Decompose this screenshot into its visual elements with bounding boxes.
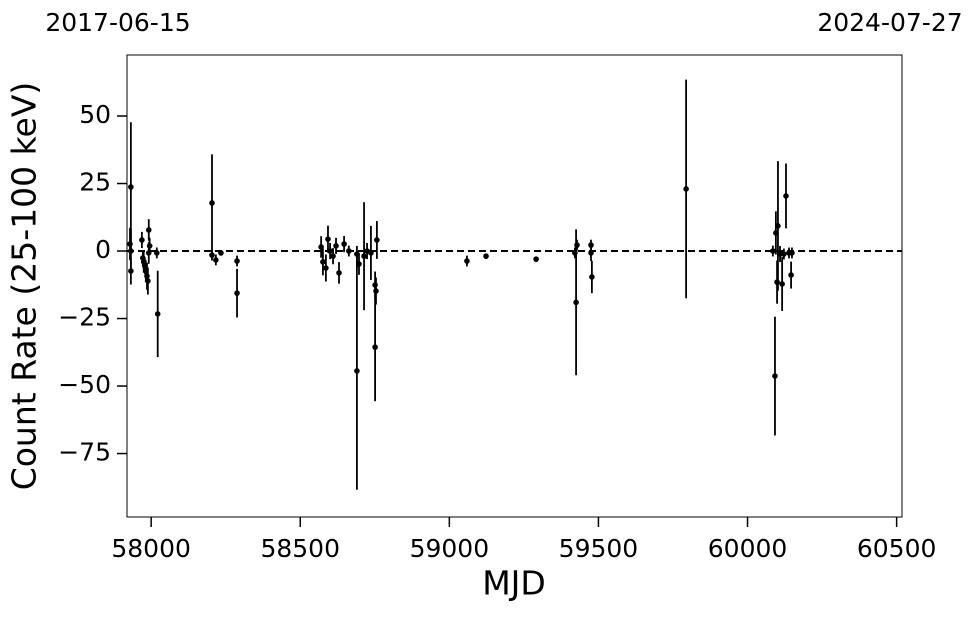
data-point — [139, 237, 145, 243]
data-point — [234, 258, 240, 264]
data-point — [361, 253, 367, 259]
data-point — [341, 241, 347, 247]
y-tick-label: 50 — [79, 100, 111, 129]
data-point — [154, 311, 161, 317]
plot-frame — [126, 54, 903, 518]
data-point — [770, 248, 776, 254]
data-point — [779, 281, 785, 287]
data-point — [574, 242, 580, 248]
data-point — [533, 256, 539, 262]
x-axis-label: MJD — [482, 564, 546, 603]
data-point — [372, 344, 378, 350]
data-point — [368, 250, 374, 256]
data-point — [781, 251, 787, 257]
data-point — [145, 278, 151, 284]
x-tick-label: 59000 — [410, 534, 490, 563]
data-point — [789, 250, 795, 256]
y-axis-label: Count Rate (25-100 keV) — [5, 82, 44, 491]
data-point — [354, 368, 360, 374]
x-tick-label: 58000 — [111, 534, 191, 563]
data-point — [464, 258, 470, 264]
data-point — [589, 274, 595, 280]
data-point — [325, 236, 331, 242]
data-point — [128, 268, 134, 274]
data-point — [788, 272, 794, 278]
data-point — [783, 193, 789, 199]
y-tick-label: −50 — [58, 370, 111, 399]
y-tick-label: 0 — [95, 235, 111, 264]
data-point — [145, 227, 152, 233]
data-point — [346, 248, 352, 254]
data-point — [356, 261, 362, 267]
x-tick-label: 60500 — [857, 534, 937, 563]
data-point — [683, 186, 689, 192]
data-point — [209, 252, 215, 258]
data-point — [234, 290, 240, 296]
data-point — [573, 299, 579, 306]
data-point — [775, 223, 781, 229]
data-point — [213, 257, 219, 263]
data-point — [128, 184, 134, 190]
data-point — [333, 243, 339, 249]
data-point — [327, 248, 333, 254]
data-point — [218, 250, 224, 256]
data-point — [336, 270, 342, 276]
data-point — [330, 253, 336, 259]
data-point — [209, 200, 215, 206]
y-tick-label: −25 — [58, 303, 111, 332]
data-point — [772, 373, 778, 379]
top-label: 2024-07-27 — [817, 8, 962, 37]
data-point — [323, 265, 329, 271]
data-point — [154, 250, 160, 256]
data-point — [483, 253, 489, 259]
y-tick-label: 25 — [79, 168, 111, 197]
data-point — [588, 250, 594, 256]
top-label: 2017-06-15 — [45, 8, 190, 37]
data-point — [373, 288, 379, 294]
data-point — [128, 248, 134, 254]
y-tick-label: −75 — [58, 438, 111, 467]
x-tick-label: 58500 — [260, 534, 340, 563]
x-tick-label: 59500 — [559, 534, 639, 563]
x-tick-label: 60000 — [708, 534, 788, 563]
data-point — [146, 243, 153, 249]
data-point — [777, 251, 783, 257]
data-point — [374, 237, 380, 243]
data-point — [320, 259, 326, 265]
